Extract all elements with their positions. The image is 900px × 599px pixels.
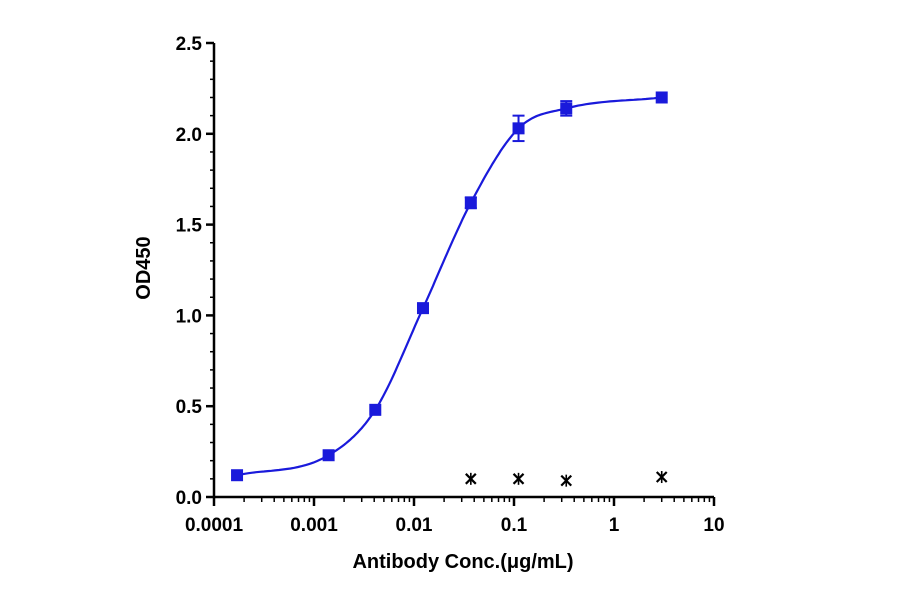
data-point (655, 91, 668, 104)
data-point (560, 102, 573, 115)
x-tick-label: 0.001 (290, 515, 338, 536)
x-tick-label: 10 (703, 515, 724, 536)
control-point (512, 472, 525, 485)
y-tick-label: 1.0 (176, 306, 202, 327)
data-point (369, 403, 382, 416)
x-axis-ticks: 0.0001 0.001 0.01 0.1 1 10 (185, 497, 725, 536)
control-point (655, 471, 668, 484)
x-tick-label: 0.1 (501, 515, 528, 536)
x-tick-label: 1 (609, 515, 620, 536)
y-tick-label: 1.5 (176, 216, 203, 237)
x-tick-label: 0.0001 (185, 515, 244, 536)
y-axis-ticks: 0.0 0.5 1.0 1.5 2.0 2.5 (176, 34, 214, 509)
y-tick-label: 0.0 (176, 488, 202, 509)
axes (212, 43, 714, 499)
data-point (464, 196, 477, 209)
series-marks (231, 91, 668, 487)
data-point (322, 449, 335, 462)
fit-curves (236, 96, 662, 477)
data-point (416, 302, 429, 315)
control-point (560, 474, 573, 487)
x-tick-label: 0.01 (396, 515, 433, 536)
y-axis-title: OD450 (133, 236, 155, 299)
y-tick-label: 2.0 (176, 125, 202, 146)
fit-curve (236, 96, 662, 477)
control-point (465, 472, 477, 485)
x-axis-title: Antibody Conc.(μg/mL) (352, 551, 573, 573)
data-point (512, 122, 525, 135)
y-tick-label: 2.5 (176, 34, 203, 55)
data-point (231, 469, 244, 482)
y-tick-label: 0.5 (176, 397, 203, 418)
